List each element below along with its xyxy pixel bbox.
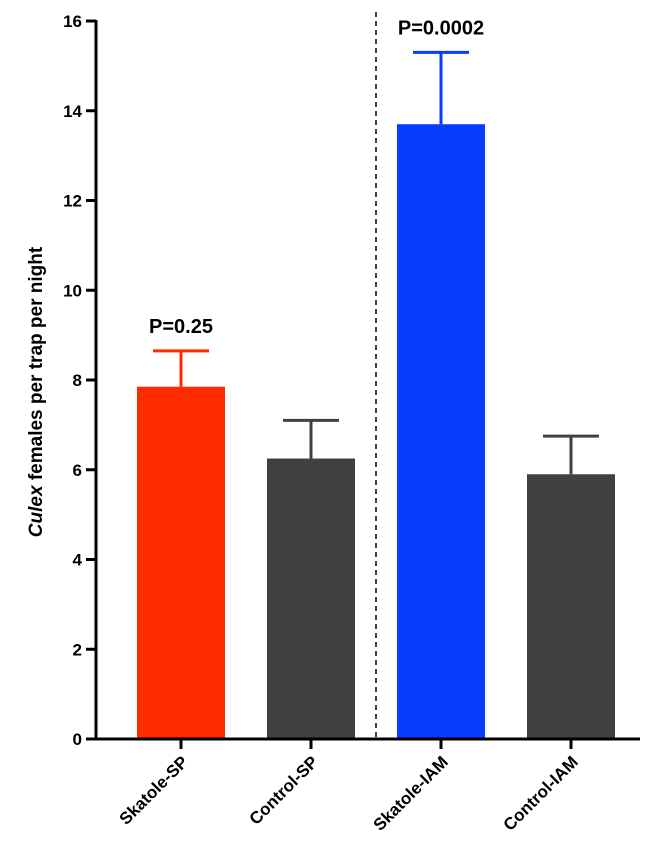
bar-control-iam <box>527 474 615 739</box>
x-category-label: Skatole-SP <box>116 752 192 828</box>
y-tick-label: 12 <box>63 192 82 211</box>
x-category-label: Control-IAM <box>500 752 582 834</box>
y-tick-label: 16 <box>63 12 82 31</box>
y-axis-label-italic: Culex <box>26 484 47 537</box>
y-tick-label: 6 <box>73 461 82 480</box>
y-axis-label: Culex females per trap per night <box>26 246 47 537</box>
x-category-label: Skatole-IAM <box>370 752 452 834</box>
bar-skatole-iam <box>397 124 485 739</box>
bar-skatole-sp <box>137 387 225 739</box>
y-tick-label: 4 <box>73 551 83 570</box>
y-tick-label: 2 <box>73 640 82 659</box>
bar-control-sp <box>267 459 355 739</box>
y-tick-label: 14 <box>63 102 82 121</box>
y-tick-label: 0 <box>73 730 82 749</box>
x-axis-ticks: Skatole-SP Control-SP Skatole-IAM Control-I… <box>116 739 582 835</box>
y-axis-label-rest: females per trap per night <box>26 246 47 485</box>
y-tick-label: 10 <box>63 281 82 300</box>
p-value-label: P=0.25 <box>149 316 213 338</box>
p-value-label: P=0.0002 <box>398 17 484 39</box>
y-axis-ticks: 0 2 4 6 8 10 12 14 16 <box>63 12 96 749</box>
y-tick-label: 8 <box>73 371 82 390</box>
x-category-label: Control-SP <box>246 752 322 828</box>
